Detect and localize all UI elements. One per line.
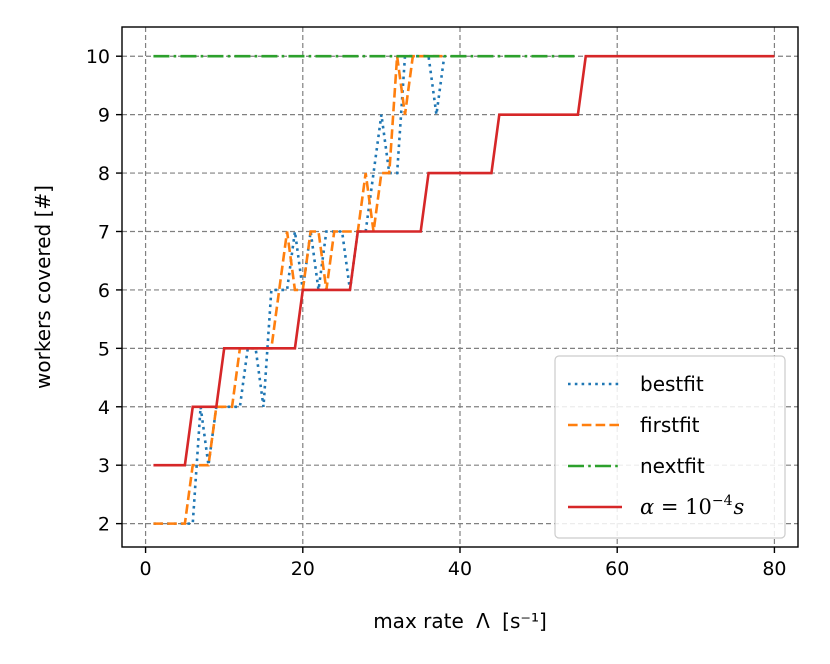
y-tick-label: 4 bbox=[98, 397, 110, 419]
x-tick-label: 0 bbox=[140, 558, 152, 580]
x-tick-label: 40 bbox=[448, 558, 472, 580]
legend-label-nextfit: nextfit bbox=[640, 454, 705, 478]
series-alpha bbox=[153, 54, 775, 467]
legend-alpha-exp: −4 bbox=[712, 493, 733, 509]
legend: bestfit firstfit nextfit α = 10−4s bbox=[554, 355, 786, 539]
y-tick-label: 7 bbox=[98, 221, 110, 243]
legend-label-alpha: α = 10−4s bbox=[640, 493, 745, 519]
y-tick-label: 10 bbox=[86, 46, 110, 68]
y-tick-label: 6 bbox=[98, 280, 110, 302]
x-axis-label-unit: [s⁻¹] bbox=[502, 609, 547, 633]
ticks: 0 20 40 60 80 2 3 4 5 6 7 8 9 10 bbox=[86, 46, 787, 580]
x-axis-label-symbol: Λ bbox=[476, 609, 490, 633]
x-tick-label: 80 bbox=[762, 558, 786, 580]
y-axis-label: workers covered [#] bbox=[31, 185, 55, 389]
y-tick-label: 3 bbox=[98, 455, 110, 477]
x-axis-label: max rate Λ [s⁻¹] bbox=[373, 609, 547, 633]
y-tick-label: 2 bbox=[98, 514, 110, 536]
x-axis-label-text: max rate bbox=[373, 609, 464, 633]
y-tick-label: 8 bbox=[98, 163, 110, 185]
legend-alpha-eq: = 10 bbox=[654, 495, 712, 519]
legend-label-firstfit: firstfit bbox=[640, 413, 700, 437]
x-tick-label: 60 bbox=[605, 558, 629, 580]
x-tick-label: 20 bbox=[291, 558, 315, 580]
legend-alpha-unit: s bbox=[734, 495, 745, 519]
y-tick-label: 9 bbox=[98, 105, 110, 127]
series-group bbox=[153, 54, 775, 525]
legend-label-bestfit: bestfit bbox=[640, 372, 704, 396]
y-tick-label: 5 bbox=[98, 338, 110, 360]
legend-frame bbox=[554, 355, 786, 539]
series-firstfit bbox=[153, 54, 445, 525]
legend-alpha-lhs: α bbox=[640, 495, 654, 519]
